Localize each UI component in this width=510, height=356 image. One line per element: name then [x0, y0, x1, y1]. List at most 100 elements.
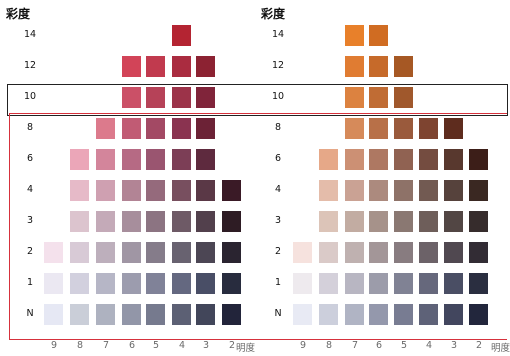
color-swatch: [319, 304, 338, 325]
color-swatch: [345, 56, 364, 77]
chroma-label: 3: [274, 215, 282, 226]
color-swatch: [146, 118, 165, 139]
chroma-label: 10: [23, 91, 37, 102]
color-swatch: [469, 211, 488, 232]
value-label: 3: [450, 340, 458, 351]
chroma-label: 2: [26, 246, 34, 257]
color-swatch: [369, 118, 388, 139]
color-swatch: [122, 242, 141, 263]
color-swatch: [394, 273, 413, 294]
color-swatch: [122, 87, 141, 108]
color-swatch: [419, 118, 438, 139]
color-swatch: [172, 273, 191, 294]
value-label: 7: [102, 340, 110, 351]
chroma-label: 10: [271, 91, 285, 102]
value-label: 2: [475, 340, 483, 351]
color-swatch: [469, 180, 488, 201]
color-swatch: [369, 149, 388, 170]
chroma-label: 6: [274, 153, 282, 164]
chroma-label: 6: [26, 153, 34, 164]
chroma-label: N: [26, 308, 34, 319]
color-swatch: [345, 242, 364, 263]
color-swatch: [394, 56, 413, 77]
color-swatch: [469, 273, 488, 294]
color-swatch: [96, 242, 115, 263]
color-swatch: [172, 242, 191, 263]
color-swatch: [172, 180, 191, 201]
color-swatch: [196, 149, 215, 170]
color-swatch: [146, 273, 165, 294]
value-label: 8: [325, 340, 333, 351]
color-swatch: [345, 149, 364, 170]
chroma-label: 12: [23, 60, 37, 71]
color-swatch: [444, 273, 463, 294]
color-swatch: [44, 242, 63, 263]
color-swatch: [196, 180, 215, 201]
color-swatch: [369, 25, 388, 46]
color-swatch: [122, 180, 141, 201]
color-swatch: [444, 180, 463, 201]
color-swatch: [345, 180, 364, 201]
color-swatch: [222, 273, 241, 294]
value-label: 5: [152, 340, 160, 351]
color-swatch: [345, 87, 364, 108]
color-swatch: [444, 211, 463, 232]
color-swatch: [146, 56, 165, 77]
color-swatch: [146, 149, 165, 170]
color-swatch: [469, 149, 488, 170]
y-axis-title: 彩度: [261, 7, 286, 21]
x-axis-title: 明度: [236, 343, 256, 354]
y-axis-title: 彩度: [6, 7, 31, 21]
color-swatch: [444, 118, 463, 139]
chart-red-purple: 彩度 14 12 10 8 6 4 3 2 1 N 9 8 7 6 5 4 3 2 明度: [6, 7, 256, 354]
color-swatch: [172, 25, 191, 46]
color-swatch: [70, 304, 89, 325]
value-label: 5: [400, 340, 408, 351]
color-swatch: [394, 118, 413, 139]
color-swatch: [469, 304, 488, 325]
color-swatch: [369, 304, 388, 325]
chroma-label: 12: [271, 60, 285, 71]
value-label: 8: [76, 340, 84, 351]
chroma-label: 3: [26, 215, 34, 226]
color-swatch: [369, 273, 388, 294]
color-swatch: [172, 118, 191, 139]
color-swatch: [96, 304, 115, 325]
color-swatch: [419, 180, 438, 201]
color-swatch: [172, 149, 191, 170]
color-swatch: [96, 149, 115, 170]
color-swatch: [146, 87, 165, 108]
color-swatch: [345, 211, 364, 232]
color-swatch: [122, 149, 141, 170]
color-swatch: [122, 273, 141, 294]
chroma-label: N: [274, 308, 282, 319]
color-swatch: [96, 118, 115, 139]
color-swatch: [222, 180, 241, 201]
color-swatch: [394, 242, 413, 263]
color-swatch: [44, 273, 63, 294]
chart-yellow-red: 彩度 14 12 10 8 6 4 3 2 1 N 9 8 7 6 5 4 3 2 明度: [255, 0, 510, 356]
chroma-label: 1: [274, 277, 282, 288]
color-swatch: [394, 87, 413, 108]
color-swatch: [319, 242, 338, 263]
color-swatch: [70, 273, 89, 294]
chroma-label: 8: [274, 122, 282, 133]
color-swatch: [394, 180, 413, 201]
color-swatch: [369, 180, 388, 201]
color-swatch: [369, 211, 388, 232]
color-swatch: [96, 211, 115, 232]
color-swatch: [146, 180, 165, 201]
chroma-label: 4: [274, 184, 282, 195]
chroma-label: 4: [26, 184, 34, 195]
color-swatch: [196, 211, 215, 232]
color-swatch: [122, 118, 141, 139]
color-swatch: [444, 242, 463, 263]
value-label: 3: [202, 340, 210, 351]
color-swatch: [196, 56, 215, 77]
color-swatch: [444, 304, 463, 325]
color-swatch: [70, 149, 89, 170]
color-swatch: [419, 273, 438, 294]
color-swatch: [319, 211, 338, 232]
value-label: 2: [228, 340, 236, 351]
color-swatch: [122, 211, 141, 232]
